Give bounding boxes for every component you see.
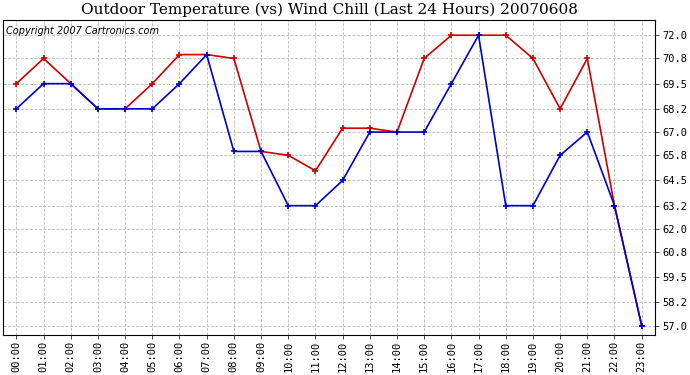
Title: Outdoor Temperature (vs) Wind Chill (Last 24 Hours) 20070608: Outdoor Temperature (vs) Wind Chill (Las… bbox=[81, 3, 578, 17]
Text: Copyright 2007 Cartronics.com: Copyright 2007 Cartronics.com bbox=[6, 26, 159, 36]
